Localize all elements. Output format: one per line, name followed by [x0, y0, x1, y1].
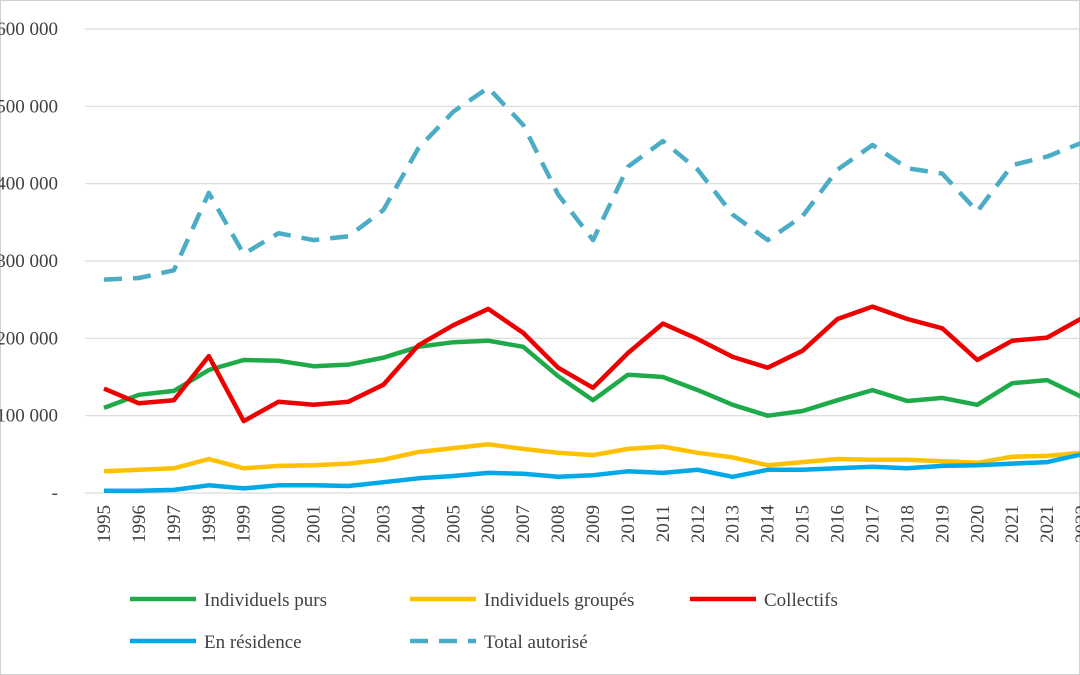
x-tick-label: 1998: [199, 505, 220, 543]
series-line: [103, 338, 1080, 418]
x-tick-label: 2015: [793, 505, 814, 543]
x-tick-label: 2010: [618, 505, 639, 543]
legend-label: Individuels groupés: [484, 590, 634, 611]
x-tick-label: 2022: [1072, 505, 1080, 543]
x-tick-label: 2013: [723, 505, 744, 543]
x-tick-label: 2019: [932, 505, 953, 543]
x-tick-label: 2003: [373, 505, 394, 543]
x-tick-label: 2000: [269, 505, 290, 543]
y-tick-label: 100 000: [0, 406, 58, 427]
x-tick-label: 2012: [688, 505, 709, 543]
x-tick-label: 2009: [583, 505, 604, 543]
y-tick-label: 200 000: [0, 328, 58, 349]
x-tick-label: 2004: [408, 505, 429, 544]
y-tick-label: 400 000: [0, 174, 58, 195]
legend-label: Individuels purs: [204, 590, 327, 611]
series-line: [103, 304, 1080, 424]
x-tick-label: 2021: [1037, 505, 1058, 543]
x-tick-label: 2011: [653, 505, 674, 542]
x-tick-label: 2016: [828, 505, 849, 543]
x-tick-label: 1995: [94, 505, 115, 543]
x-tick-label: 2001: [304, 505, 325, 543]
x-tick-label: 1997: [164, 505, 185, 543]
series-line: [103, 85, 1080, 282]
x-tick-label: 2018: [897, 505, 918, 543]
legend-label: Total autorisé: [484, 632, 588, 653]
y-tick-label: -: [52, 483, 58, 504]
x-tick-label: 2005: [443, 505, 464, 543]
x-tick-label: 2017: [862, 505, 883, 543]
x-tick-label: 2007: [513, 505, 534, 543]
x-tick-label: 2021: [1002, 505, 1023, 543]
y-tick-label: 600 000: [0, 19, 58, 40]
legend-label: En résidence: [204, 632, 302, 653]
series-line: [103, 442, 1080, 474]
x-tick-label: 2014: [758, 505, 779, 544]
x-tick-label: 2002: [339, 505, 360, 543]
legend-label: Collectifs: [764, 590, 838, 611]
x-tick-label: 1996: [129, 505, 150, 543]
x-tick-label: 2020: [967, 505, 988, 543]
y-tick-label: 500 000: [0, 96, 58, 117]
x-tick-label: 1999: [234, 505, 255, 543]
y-tick-label: 300 000: [0, 251, 58, 272]
series-line: [104, 452, 1080, 493]
x-tick-label: 2008: [548, 505, 569, 543]
x-tick-label: 2006: [478, 505, 499, 543]
